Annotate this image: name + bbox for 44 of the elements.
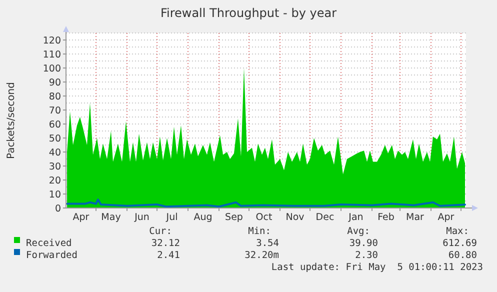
x-tick-label: Jun: [134, 212, 150, 223]
x-tick-label: Mar: [406, 212, 424, 223]
y-tick-label: 110: [42, 49, 61, 60]
text: 32.20m: [244, 250, 280, 261]
legend-label: Received: [26, 238, 72, 249]
x-tick-label: Apr: [438, 212, 454, 223]
text: Max:: [446, 226, 469, 237]
x-tick-label: Sep: [225, 212, 243, 223]
y-tick-label: 40: [48, 147, 61, 158]
text: 2.30: [355, 250, 378, 261]
x-tick-label: May: [101, 212, 122, 223]
text: Avg:: [347, 226, 370, 237]
y-tick-label: 30: [48, 161, 61, 172]
x-tick-label: Oct: [256, 212, 272, 223]
x-tick-label: Feb: [378, 212, 394, 223]
text: Min:: [248, 226, 271, 237]
x-tick-label: Jan: [348, 212, 364, 223]
text: 3.54: [256, 238, 280, 249]
y-tick-label: 120: [42, 35, 61, 46]
y-tick-label: 10: [48, 189, 61, 200]
y-tick-label: 0: [54, 203, 61, 214]
y-tick-label: 90: [48, 77, 61, 88]
x-tick-label: Nov: [286, 212, 305, 223]
y-tick-label: 50: [48, 133, 61, 144]
y-axis-title: Packets/second: [6, 82, 17, 159]
text: 612.69: [442, 238, 478, 249]
legend-label: Forwarded: [26, 250, 78, 261]
line-series: [66, 198, 466, 208]
text: 60.80: [448, 250, 478, 261]
y-tick-label: 60: [48, 119, 61, 130]
x-tick-label: Jul: [165, 212, 178, 223]
text: Cur:: [149, 226, 172, 237]
y-tick-label: 20: [48, 175, 61, 186]
text: Last update: Fri May 5 01:00:11 2023: [271, 262, 483, 273]
x-tick-label: Apr: [72, 212, 90, 223]
y-tick-label: 100: [42, 63, 61, 74]
x-tick-label: Dec: [316, 212, 334, 223]
text: 32.12: [151, 238, 180, 249]
text: 2.41: [157, 250, 180, 261]
x-tick-label: Aug: [194, 212, 212, 223]
text: 39.90: [349, 238, 378, 249]
chart-title: Firewall Throughput - by year: [160, 6, 337, 20]
y-tick-label: 70: [48, 105, 61, 116]
y-tick-label: 80: [48, 91, 61, 102]
